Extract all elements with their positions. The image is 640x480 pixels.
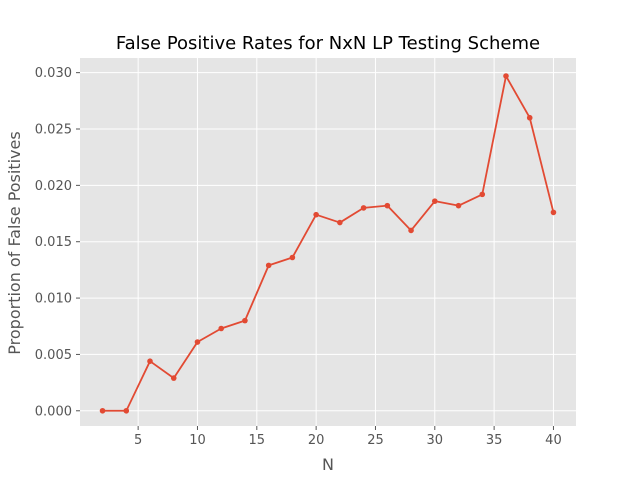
x-tick-label: 20 (308, 433, 325, 448)
data-point (503, 73, 509, 79)
series-line (102, 75, 555, 412)
x-tick-label: 5 (134, 433, 142, 448)
data-point (194, 339, 201, 345)
grid (80, 58, 576, 426)
data-point (99, 407, 106, 414)
y-tick-label: 0.015 (35, 235, 72, 250)
y-axis-label: Proportion of False Positives (5, 131, 24, 354)
data-point (526, 114, 533, 121)
x-tick-label: 10 (189, 433, 206, 448)
data-point (479, 191, 486, 198)
data-point (218, 325, 225, 332)
data-point (242, 317, 248, 324)
x-axis-label: N (322, 455, 334, 474)
x-tick-label: 25 (367, 433, 384, 448)
data-point (313, 211, 319, 218)
x-tick-label: 15 (249, 433, 266, 448)
data-point (265, 262, 272, 269)
data-point (550, 209, 557, 216)
data-point (170, 375, 177, 381)
y-tick-label: 0.010 (35, 292, 72, 307)
y-axis-ticks: 0.000 0.005 0.010 0.015 0.020 0.025 0.030 (35, 66, 80, 419)
x-tick-label: 40 (545, 433, 562, 448)
x-tick-label: 30 (427, 433, 444, 448)
y-tick-label: 0.030 (35, 66, 72, 81)
series-group (99, 73, 557, 414)
y-tick-label: 0.005 (35, 348, 72, 363)
data-point (337, 219, 343, 226)
data-point (123, 407, 130, 414)
data-point (408, 227, 414, 234)
data-point (384, 202, 391, 209)
chart-title: False Positive Rates for NxN LP Testing … (116, 33, 540, 54)
data-point (455, 202, 462, 209)
x-tick-label: 35 (486, 433, 503, 448)
data-point (147, 358, 153, 364)
y-tick-label: 0.025 (35, 123, 72, 138)
data-point (360, 205, 367, 211)
y-tick-label: 0.000 (35, 404, 72, 419)
x-axis-ticks: 5 10 15 20 25 30 35 40 (134, 426, 562, 448)
y-tick-label: 0.020 (35, 179, 72, 194)
data-point (289, 254, 296, 261)
data-point (431, 198, 438, 204)
